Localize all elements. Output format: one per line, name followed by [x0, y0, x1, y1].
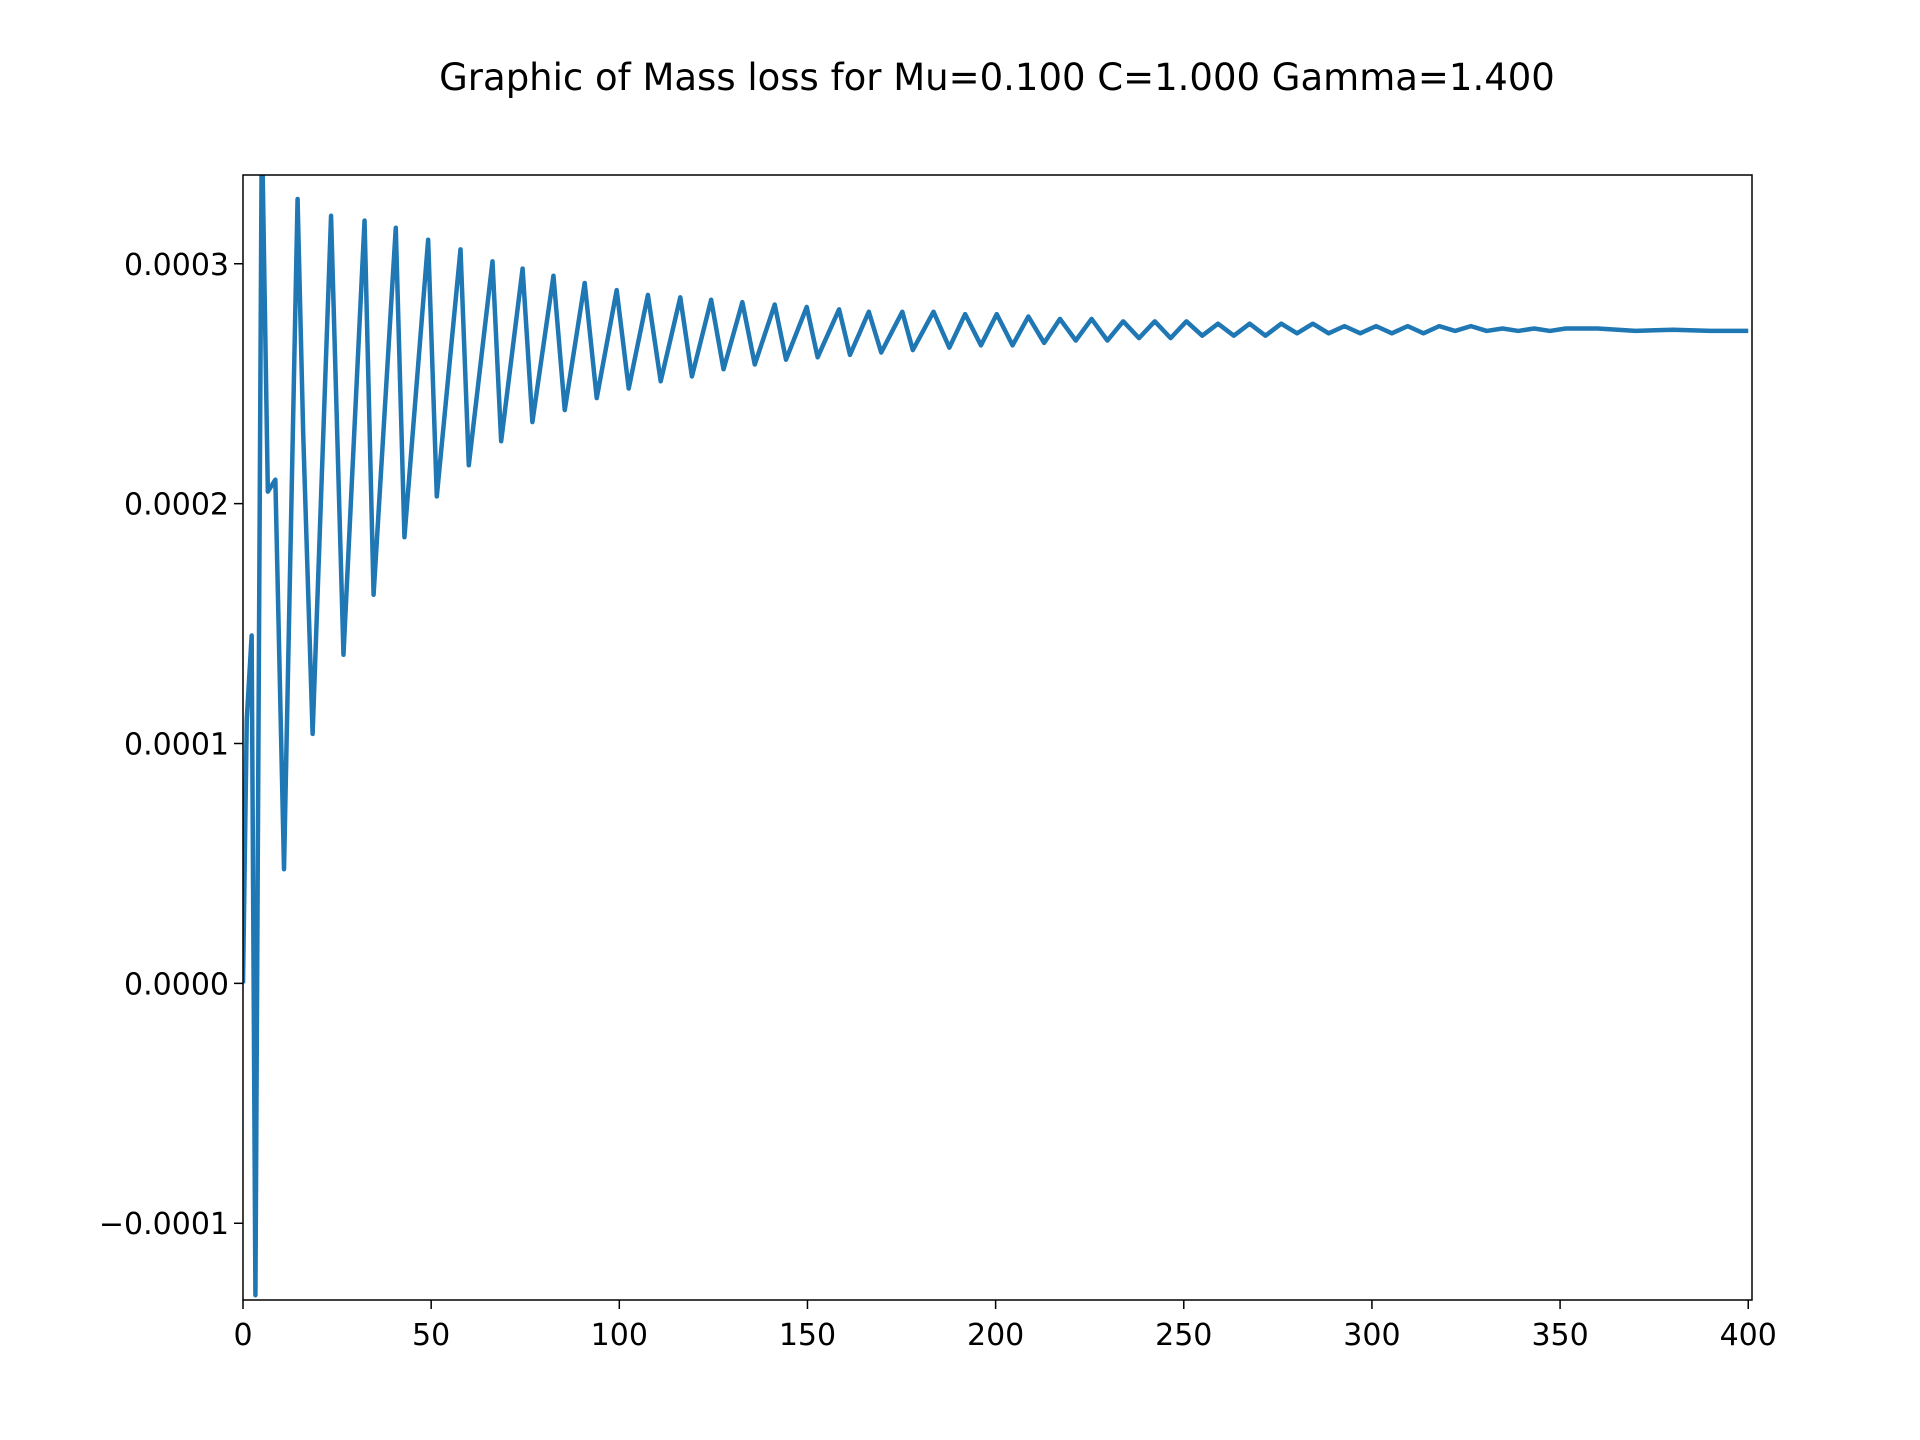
y-tick-label: 0.0000: [124, 967, 229, 1002]
x-tick-label: 300: [1343, 1318, 1400, 1353]
x-tick-label: 400: [1720, 1318, 1777, 1353]
y-tick-label: −0.0001: [99, 1207, 229, 1242]
chart-title: Graphic of Mass loss for Mu=0.100 C=1.00…: [439, 56, 1555, 99]
y-tick-label: 0.0002: [124, 488, 229, 523]
plot-frame: [242, 174, 1753, 1301]
y-tick-label: 0.0003: [124, 248, 229, 283]
x-tick-label: 350: [1531, 1318, 1588, 1353]
x-tick-label: 100: [591, 1318, 648, 1353]
x-tick-label: 0: [233, 1318, 252, 1353]
x-tick-label: 150: [779, 1318, 836, 1353]
y-tick-label: 0.0001: [124, 727, 229, 762]
x-tick-label: 200: [967, 1318, 1024, 1353]
x-tick-label: 250: [1155, 1318, 1212, 1353]
line-series: [243, 175, 1749, 1298]
x-tick-label: 50: [412, 1318, 450, 1353]
